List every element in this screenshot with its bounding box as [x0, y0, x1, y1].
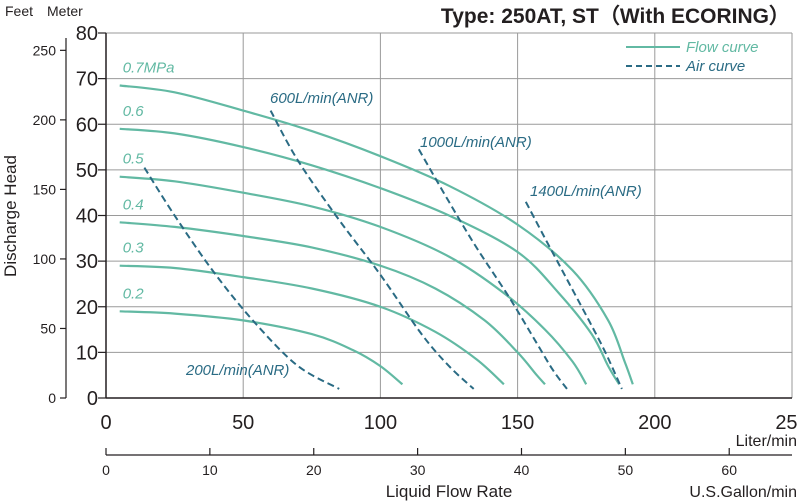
- x-tick-label: 250: [775, 412, 797, 434]
- y-tick-label-feet: 0: [48, 390, 56, 406]
- legend-flow-label: Flow curve: [686, 39, 759, 56]
- flow-curve-0.3: [119, 264, 505, 386]
- chart-title: Type: 250AT, ST（With ECORING）: [441, 4, 790, 28]
- x-tick-label: 200: [638, 412, 671, 434]
- flow-curve-label: 0.6: [123, 103, 145, 120]
- flow-curve-label: 0.7MPa: [123, 59, 175, 76]
- flow-curve-label: 0.4: [123, 196, 144, 213]
- air-curve-label: 200L/min(ANR): [185, 362, 289, 379]
- x-unit-gallon: U.S.Gallon/min: [689, 484, 797, 501]
- air-curve-label: 1400L/min(ANR): [530, 183, 642, 200]
- x-tick-label: 100: [364, 412, 397, 434]
- x-tick-label: 0: [100, 412, 111, 434]
- y-tick-label-meter: 50: [76, 160, 98, 182]
- x-unit-liter: Liter/min: [736, 433, 797, 450]
- y-unit-meter: Meter: [47, 3, 83, 19]
- legend-air-label: Air curve: [685, 58, 745, 75]
- flow-curve-label: 0.5: [123, 151, 145, 168]
- legend: Flow curve Air curve: [626, 39, 759, 75]
- gallon-tick-label: 0: [102, 462, 110, 478]
- y-tick-label-feet: 150: [33, 181, 57, 197]
- gallon-tick-label: 30: [410, 462, 426, 478]
- gallon-axis: 0 10 20 30 40 50 60: [102, 448, 737, 478]
- air-curve-600L/min(ANR): [269, 110, 475, 390]
- flow-curve-0.6: [119, 127, 621, 385]
- tick-labels: 0 50 100 150 200 250 0 10 20 30 40 50 60 70 80 0 50 100 15…: [33, 23, 797, 434]
- air-curve-1000L/min(ANR): [417, 148, 568, 390]
- air-curve-200L/min(ANR): [143, 167, 340, 390]
- y-unit-feet: Feet: [5, 3, 33, 19]
- y-tick-label-meter: 30: [76, 251, 98, 273]
- gallon-tick-label: 10: [202, 462, 218, 478]
- flow-curves: [119, 84, 634, 386]
- y-axis-title: Discharge Head: [1, 155, 20, 277]
- y-tick-label-meter: 10: [76, 342, 98, 364]
- gallon-tick-label: 20: [306, 462, 322, 478]
- y-tick-label-meter: 0: [87, 388, 98, 410]
- y-tick-label-meter: 60: [76, 114, 98, 136]
- flow-curve-label: 0.3: [123, 240, 145, 257]
- y-tick-label-feet: 100: [33, 251, 57, 267]
- gallon-tick-label: 50: [618, 462, 634, 478]
- curve-labels: 0.7MPa 0.6 0.5 0.4 0.3 0.2 200L/min(ANR) 600L/m…: [123, 59, 642, 379]
- y-tick-label-feet: 250: [33, 42, 57, 58]
- y-tick-label-feet: 200: [33, 112, 57, 128]
- y-tick-label-meter: 80: [76, 23, 98, 45]
- air-curve-label: 600L/min(ANR): [270, 90, 373, 107]
- y-tick-label-feet: 50: [40, 320, 56, 336]
- flow-curve-0.2: [119, 310, 404, 386]
- x-tick-label: 50: [232, 412, 254, 434]
- air-curve-1400L/min(ANR): [524, 201, 623, 390]
- air-curves: [143, 110, 623, 390]
- flow-curve-0.4: [119, 221, 546, 386]
- flow-curve-label: 0.2: [123, 285, 145, 302]
- axes: [105, 33, 792, 456]
- gallon-tick-label: 40: [514, 462, 530, 478]
- x-tick-label: 150: [501, 412, 534, 434]
- flow-curve-0.7MPa: [119, 84, 634, 385]
- x-axis-title: Liquid Flow Rate: [386, 482, 513, 501]
- air-curve-label: 1000L/min(ANR): [420, 134, 532, 151]
- flow-curve-0.5: [119, 175, 588, 385]
- gallon-tick-label: 60: [721, 462, 737, 478]
- y-tick-label-meter: 70: [76, 69, 98, 91]
- y-tick-label-meter: 20: [76, 297, 98, 319]
- y-tick-label-meter: 40: [76, 206, 98, 228]
